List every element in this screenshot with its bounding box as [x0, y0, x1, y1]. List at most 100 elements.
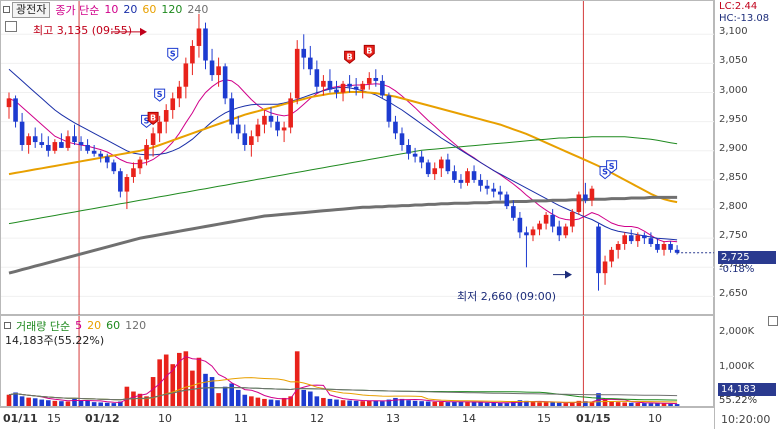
volume-bar	[511, 401, 516, 406]
sell-signal-icon[interactable]: S	[606, 160, 618, 174]
volume-bar	[203, 373, 208, 406]
svg-text:S: S	[157, 90, 163, 99]
volume-bar	[393, 397, 398, 406]
svg-text:B: B	[150, 113, 156, 122]
candle-body	[183, 63, 189, 87]
volume-bar	[46, 400, 51, 406]
volume-bar	[170, 364, 176, 406]
volume-bar	[439, 401, 444, 406]
candle-body	[373, 77, 379, 81]
svg-text:S: S	[609, 162, 615, 171]
candle-body	[353, 86, 359, 90]
candle-body	[32, 136, 38, 143]
svg-text:B: B	[366, 46, 372, 55]
vol-ma-20: 20	[87, 319, 102, 332]
ma-line-240	[8, 195, 678, 275]
candle-body	[628, 235, 634, 242]
candle-body	[281, 127, 287, 131]
volume-bar	[327, 398, 333, 406]
candle-body	[163, 110, 169, 122]
volume-bar	[497, 402, 503, 406]
expand-icon[interactable]	[3, 6, 10, 13]
volume-bar	[674, 404, 680, 406]
volume-bar	[635, 402, 641, 406]
volume-bar	[157, 359, 162, 406]
candle-body	[419, 156, 424, 163]
volume-bar	[504, 403, 510, 406]
candle-body	[668, 244, 673, 250]
volume-bar	[543, 402, 549, 406]
buy-signal-icon[interactable]: B	[363, 44, 375, 59]
volume-bar	[39, 399, 45, 406]
volume-bar	[530, 401, 536, 406]
ticker-name[interactable]: 광전자	[12, 1, 51, 18]
volume-bar	[484, 402, 490, 406]
volume-bar	[550, 402, 555, 406]
price-tick: 2,700	[719, 259, 748, 271]
x-label-14: 14	[462, 412, 476, 425]
volume-bar	[615, 402, 621, 406]
sell-signal-icon[interactable]: S	[167, 47, 179, 61]
volume-bar	[196, 357, 202, 406]
volume-settings-icon[interactable]	[768, 316, 778, 326]
volume-bar	[118, 401, 123, 406]
candle-body	[615, 244, 621, 250]
volume-bar	[255, 397, 261, 406]
volume-bar	[570, 402, 575, 406]
vol-ma-5: 5	[75, 319, 83, 332]
candle-body	[543, 214, 549, 224]
volume-bar	[366, 400, 372, 406]
volume-bar	[380, 401, 385, 406]
buy-signal-icon[interactable]: B	[344, 50, 356, 64]
ma-period-240: 240	[187, 3, 209, 16]
candle-body	[104, 156, 110, 163]
volume-bar	[353, 400, 359, 406]
candle-body	[497, 191, 503, 195]
candle-body	[255, 124, 261, 137]
candle-body	[458, 179, 464, 183]
candle-body	[301, 48, 307, 58]
candle-body	[131, 168, 136, 178]
candle-body	[622, 235, 627, 245]
ma-period-20: 20	[123, 3, 138, 16]
volume-bar	[288, 396, 293, 406]
candle-body	[242, 133, 248, 145]
candle-body	[118, 171, 123, 192]
price-tick: 2,850	[719, 171, 748, 183]
volume-bar	[360, 401, 365, 406]
volume-bar	[334, 399, 339, 406]
lc-value: LC:2.44	[719, 1, 758, 12]
volume-bar	[177, 352, 182, 406]
candle-body	[321, 80, 326, 87]
volume-bar	[262, 398, 267, 406]
volume-chart-pane[interactable]: 거래량 단순 5 20 60 120 14,183주(55.22%)	[0, 315, 715, 408]
volume-bar	[425, 401, 431, 406]
volume-bar	[524, 400, 529, 406]
sell-signal-icon[interactable]: S	[154, 88, 166, 102]
volume-bar	[563, 403, 569, 406]
ma-line-60	[8, 91, 678, 204]
volume-bar	[52, 400, 58, 406]
grid-toggle-icon[interactable]	[5, 21, 17, 32]
svg-text:S: S	[602, 168, 608, 177]
candle-body	[59, 142, 64, 148]
volume-bar	[668, 403, 673, 406]
volume-bar	[340, 400, 346, 406]
candle-body	[406, 144, 411, 154]
candle-body	[288, 98, 293, 128]
volume-chart-canvas[interactable]	[1, 316, 715, 408]
volume-bar	[6, 394, 12, 406]
price-tick: 3,000	[719, 84, 748, 96]
svg-text:S: S	[144, 116, 150, 125]
buy-signal-icon[interactable]: B	[147, 111, 159, 126]
volume-expand-icon[interactable]	[4, 322, 11, 329]
candle-body	[91, 150, 97, 154]
candle-body	[504, 194, 510, 207]
candle-body	[262, 115, 267, 125]
ma-period-60: 60	[142, 3, 157, 16]
candle-body	[209, 60, 215, 76]
current-volume-badge: 14,183	[718, 383, 776, 396]
